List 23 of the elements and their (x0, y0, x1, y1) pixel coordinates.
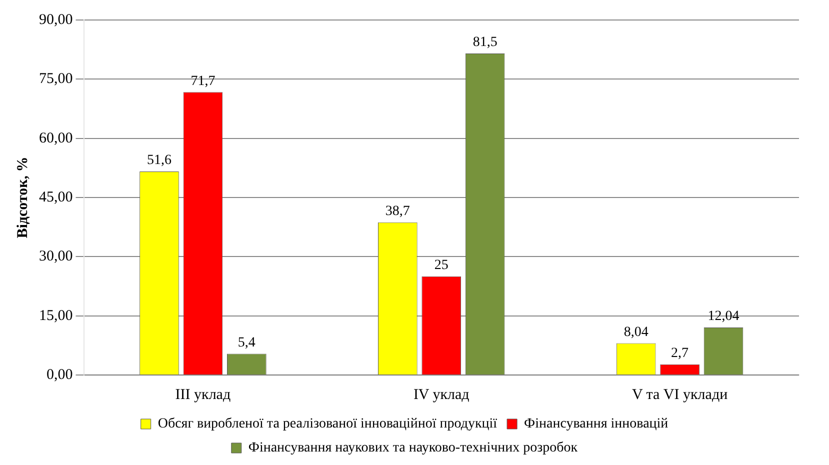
legend-label: Фінансування інновацій (524, 416, 669, 432)
data-label: 12,04 (708, 309, 740, 324)
data-label: 38,7 (385, 204, 410, 220)
y-tick-label: 90,00 (39, 12, 73, 28)
data-label: 25 (434, 258, 448, 274)
data-label: 5,4 (238, 335, 256, 350)
y-tick-label: 30,00 (39, 248, 73, 265)
data-label: 8,04 (624, 324, 648, 340)
x-tick-label: III уклад (175, 386, 231, 403)
x-tick-label: IV уклад (413, 386, 470, 403)
legend-label: Фінансування наукових та науково-технічних розробок (248, 440, 578, 456)
data-label: 51,6 (147, 153, 172, 168)
y-tick-label: 60,00 (39, 130, 73, 146)
y-tick-label: 45,00 (39, 189, 73, 206)
y-tick-label: 75,00 (39, 71, 73, 88)
x-tick-label: V та VI уклади (632, 386, 728, 403)
y-tick-label: 15,00 (39, 308, 73, 324)
data-label: 71,7 (190, 74, 216, 89)
data-label: 81,5 (472, 35, 498, 50)
legend-label: Обсяг виробленої та реалізованої інноваційної продукції (158, 416, 498, 432)
y-axis-title: Відсоток, % (14, 156, 31, 238)
y-tick-label: 0,00 (46, 366, 73, 383)
data-label: 2,7 (671, 346, 689, 362)
